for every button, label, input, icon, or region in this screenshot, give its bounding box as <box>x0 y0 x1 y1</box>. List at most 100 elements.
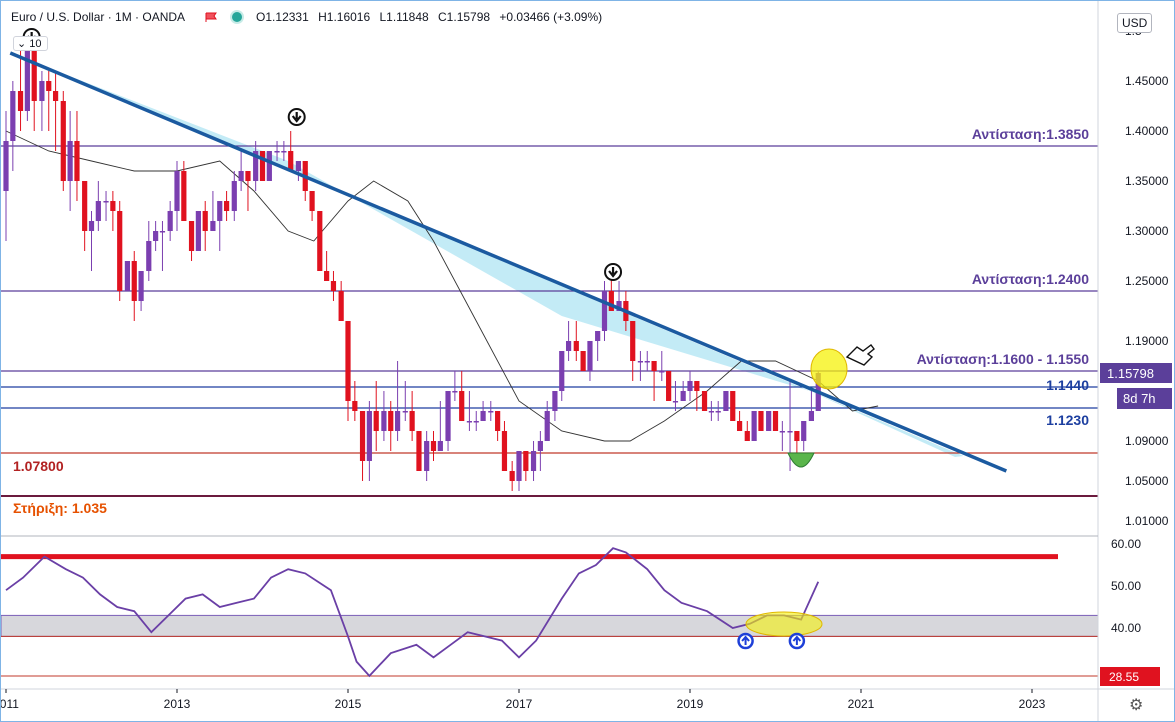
candle-body <box>595 331 601 341</box>
candle-body <box>808 411 815 421</box>
time-tick-label: 2011 <box>1 697 19 711</box>
high-value: H1.16016 <box>318 10 371 24</box>
countdown-box <box>1117 388 1172 409</box>
candle-body <box>366 411 372 461</box>
candle-body <box>409 411 415 431</box>
candle-body <box>345 321 351 401</box>
close-value: C1.15798 <box>438 10 491 24</box>
price-tick-label: 1.25000 <box>1125 274 1169 288</box>
candle-body <box>31 51 37 101</box>
candle-body <box>694 381 700 391</box>
rsi-highlight-ellipse <box>745 611 823 637</box>
candle-body <box>3 141 9 191</box>
indicator-period-badge[interactable]: ⌄ 10 <box>13 36 48 51</box>
rsi-tick-label: 50.00 <box>1111 579 1141 593</box>
candle-body <box>281 151 287 153</box>
candle-body <box>587 341 593 371</box>
candle-body <box>730 391 736 421</box>
candle-body <box>544 411 550 441</box>
candle-body <box>723 391 729 411</box>
open-value: O1.12331 <box>256 10 309 24</box>
candle-body <box>202 211 208 231</box>
candle-body <box>552 391 558 411</box>
change-value: +0.03466 (+3.09%) <box>499 10 603 24</box>
candle-body <box>530 451 537 471</box>
currency-button[interactable]: USD <box>1117 13 1153 33</box>
candle-body <box>46 81 52 91</box>
pointing-hand-icon <box>845 344 875 366</box>
candle-body <box>452 391 458 393</box>
candle-body <box>138 271 144 301</box>
candle-body <box>680 391 686 401</box>
candle-body <box>394 411 401 431</box>
price-tick-label: 1.01000 <box>1125 514 1169 528</box>
candle-body <box>758 411 764 431</box>
candle-body <box>644 361 650 363</box>
candle-body <box>131 261 137 301</box>
candle-body <box>82 181 88 231</box>
candle-body <box>708 411 714 413</box>
time-tick-label: 2017 <box>506 697 533 711</box>
level-label: Αντίσταση:1.1600 - 1.1550 <box>917 351 1090 367</box>
price-tick-label: 1.35000 <box>1125 174 1169 188</box>
candle-body <box>488 411 494 413</box>
candle-body <box>217 201 223 221</box>
candle-body <box>523 451 529 471</box>
candle-body <box>608 291 614 311</box>
candle-body <box>266 151 272 181</box>
last-price-label: 1.15798 <box>1107 366 1154 381</box>
candle-body <box>338 291 344 321</box>
candle-body <box>195 211 201 251</box>
gear-icon[interactable]: ⚙ <box>1129 697 1144 714</box>
level-label: Αντίσταση:1.2400 <box>972 271 1089 287</box>
level-label: 1.07800 <box>13 458 64 474</box>
rsi-value-label: 28.55 <box>1109 670 1139 684</box>
support-bowl <box>787 452 815 468</box>
candle-body <box>110 201 116 211</box>
candle-body <box>495 411 501 431</box>
symbol-title[interactable]: Euro / U.S. Dollar · 1M · OANDA <box>11 10 186 24</box>
candle-body <box>437 441 443 451</box>
candle-body <box>124 261 131 291</box>
level-label: 1.1440 <box>1046 377 1089 393</box>
candle-body <box>317 211 323 271</box>
candle-body <box>359 411 366 461</box>
candle-body <box>60 101 66 181</box>
candle-body <box>309 191 315 211</box>
chart-header: Euro / U.S. Dollar · 1M · OANDA O1.12331… <box>11 10 608 24</box>
candle-body <box>630 321 636 361</box>
down-arrow-icon-glyph <box>291 112 302 123</box>
flag-icon[interactable] <box>205 12 218 23</box>
candle-body <box>274 151 280 153</box>
price-tick-label: 1.19000 <box>1125 334 1169 348</box>
candle-body <box>17 91 24 111</box>
candle-body <box>580 351 586 371</box>
time-tick-label: 2021 <box>848 697 875 711</box>
candle-body <box>537 441 543 451</box>
candle-body <box>74 141 80 181</box>
candle-body <box>430 441 437 451</box>
candle-body <box>651 361 657 371</box>
ohlc-values: O1.12331 H1.16016 L1.11848 C1.15798 +0.0… <box>256 10 608 24</box>
level-label: Στήριξη: 1.035 <box>13 500 107 516</box>
last-price-box <box>1100 363 1172 383</box>
up-arrow-icon-glyph <box>792 635 802 645</box>
candle-body <box>95 201 101 221</box>
candle-body <box>295 161 302 171</box>
candle-body <box>687 381 693 391</box>
candle-body <box>330 281 337 291</box>
candle-body <box>88 221 95 231</box>
candle-body <box>666 371 672 401</box>
time-tick-label: 2023 <box>1019 697 1046 711</box>
candle-body <box>459 391 465 421</box>
candle-body <box>245 171 251 181</box>
time-tick-label: 2015 <box>335 697 362 711</box>
candle-body <box>616 301 622 311</box>
candle-body <box>424 441 430 471</box>
time-tick-label: 2013 <box>164 697 191 711</box>
candle-body <box>473 421 479 423</box>
down-arrow-icon-glyph <box>608 267 618 278</box>
rsi-pane <box>1 547 1099 678</box>
candle-body <box>559 351 565 391</box>
